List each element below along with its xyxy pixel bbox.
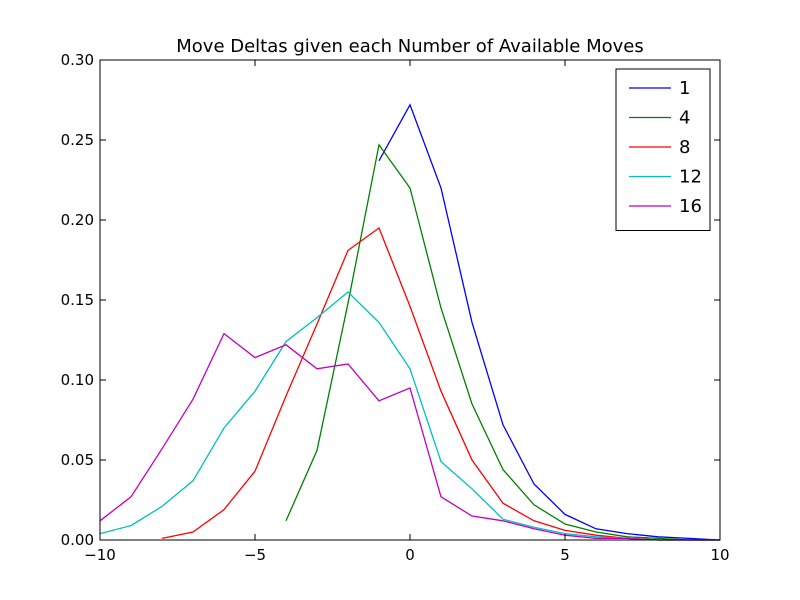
series-line-8 — [161, 226, 720, 541]
series-layer — [99, 103, 721, 541]
legend-box — [615, 68, 711, 231]
y-tick-label: 0.10 — [61, 371, 94, 389]
legend-label-8: 8 — [679, 137, 690, 158]
series-line-4 — [285, 143, 720, 541]
series-line-1 — [378, 103, 721, 541]
x-tick-label: −5 — [244, 546, 266, 564]
y-tick-label: 0.25 — [61, 131, 94, 149]
legend-label-16: 16 — [679, 196, 702, 217]
legend-label-12: 12 — [679, 167, 702, 188]
x-tick-label: 5 — [560, 546, 570, 564]
legend: 1 4 8 12 16 — [615, 68, 711, 231]
series-line-12 — [99, 291, 720, 541]
y-tick-label: 0.30 — [61, 51, 94, 69]
chart-title: Move Deltas given each Number of Availab… — [176, 36, 643, 57]
series-line-16 — [99, 332, 720, 541]
axes-layer: −10 −5 0 5 10 0.00 0.05 0.10 0.15 0.20 0.25 0.30 — [61, 51, 730, 564]
y-tick-label: 0.00 — [61, 531, 94, 549]
x-tick-label: −10 — [84, 546, 116, 564]
legend-label-4: 4 — [679, 108, 690, 129]
y-tick-label: 0.20 — [61, 211, 94, 229]
legend-label-1: 1 — [679, 78, 690, 99]
x-tick-label: 0 — [405, 546, 415, 564]
y-tick-label: 0.05 — [61, 451, 94, 469]
y-tick-label: 0.15 — [61, 291, 94, 309]
x-tick-label: 10 — [710, 546, 729, 564]
